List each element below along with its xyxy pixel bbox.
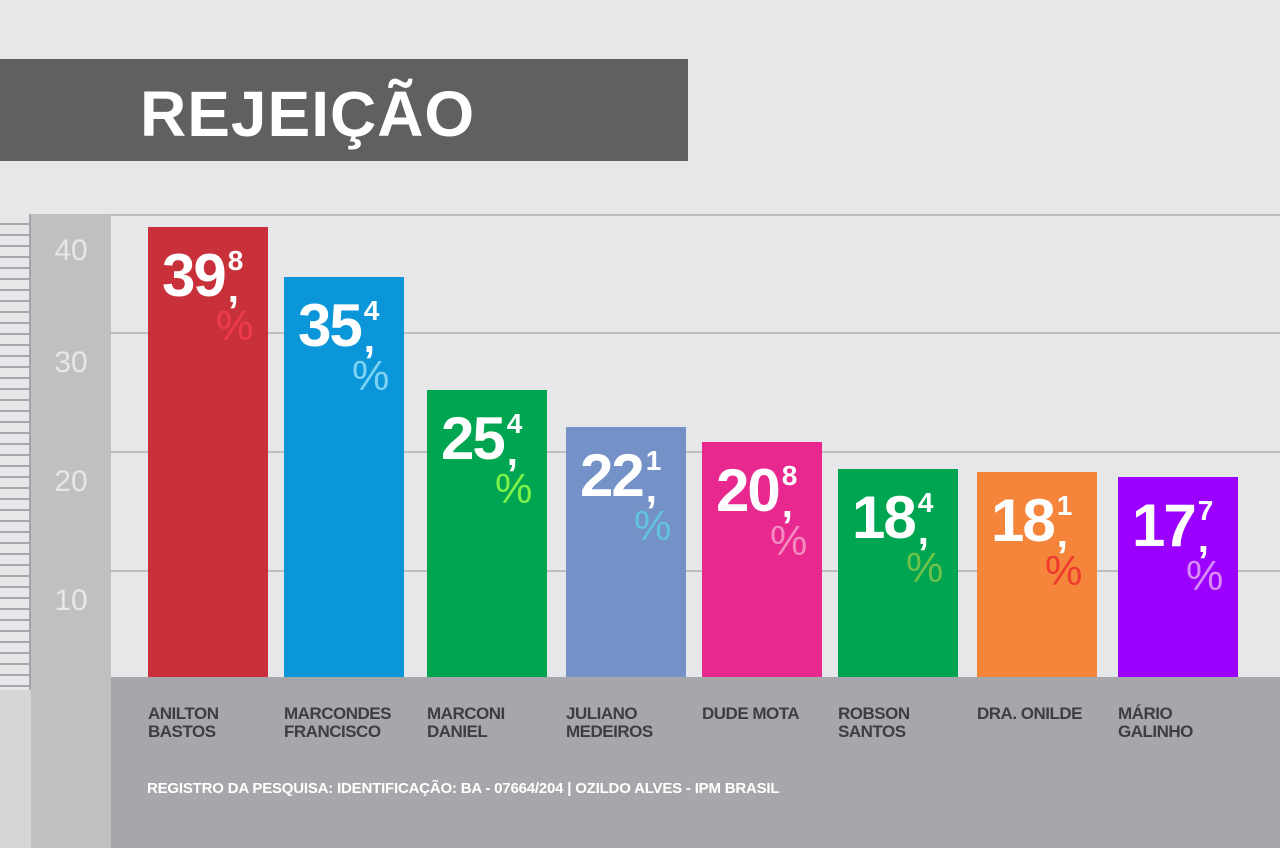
data-label-decimal: 8 — [781, 459, 798, 491]
data-label-decimal: 4 — [506, 407, 523, 439]
category-label-line: BASTOS — [148, 722, 216, 741]
data-label-int: 18 — [991, 487, 1056, 555]
data-label-comma: , — [917, 509, 929, 554]
category-label: DUDE MOTA — [702, 705, 832, 723]
title-banner: REJEIÇÃO — [0, 59, 688, 161]
data-label-int: 18 — [852, 484, 917, 552]
data-label: 18 1,% — [991, 487, 1083, 595]
data-label-percent: % — [1045, 547, 1083, 595]
bar: 22 1,% — [566, 427, 686, 677]
category-label: ANILTON BASTOS — [148, 705, 278, 741]
data-label: 39 8,% — [162, 242, 254, 350]
gridline — [111, 332, 1280, 334]
category-label: DRA. ONILDE — [977, 705, 1107, 723]
data-label-comma: , — [506, 429, 518, 474]
bar: 18 1,% — [977, 472, 1097, 677]
plot-area — [111, 214, 1280, 677]
category-label-line: DUDE MOTA — [702, 704, 800, 723]
data-label: 35 4,% — [298, 291, 390, 399]
data-label-percent: % — [1186, 552, 1224, 599]
data-label: 25 4,% — [441, 404, 533, 512]
category-label: MÁRIO GALINHO — [1118, 705, 1248, 741]
data-label: 22 1,% — [580, 442, 672, 550]
category-label: ROBSON SANTOS — [838, 705, 968, 741]
y-tick-label: 30 — [54, 346, 88, 379]
data-label-decimal: 7 — [1197, 495, 1214, 526]
y-tick-label: 40 — [54, 234, 88, 267]
data-label-comma: , — [227, 267, 239, 312]
gridline — [111, 570, 1280, 572]
data-label-percent: % — [906, 544, 944, 592]
data-label: 17 7,% — [1132, 492, 1224, 599]
category-label-line: MARCONDES — [284, 704, 391, 723]
bar: 20 8,% — [702, 441, 822, 677]
data-label-int: 17 — [1132, 492, 1197, 559]
category-label-line: SANTOS — [838, 722, 906, 741]
category-label: JULIANO MEDEIROS — [566, 705, 696, 741]
chart-title: REJEIÇÃO — [140, 78, 476, 150]
data-label-int: 35 — [298, 291, 363, 359]
bar: 17 7,% — [1118, 477, 1238, 677]
data-label-comma: , — [363, 316, 375, 361]
data-label-percent: % — [495, 464, 533, 512]
data-label-int: 25 — [441, 404, 506, 472]
category-label-line: DRA. ONILDE — [977, 704, 1083, 723]
data-label-decimal: 4 — [917, 487, 934, 519]
data-label-decimal: 4 — [363, 294, 380, 326]
data-label-decimal: 1 — [645, 445, 662, 477]
bar: 18 4,% — [838, 469, 958, 677]
data-label-comma: , — [1197, 517, 1209, 561]
data-label-percent: % — [770, 516, 808, 564]
category-label-line: ANILTON — [148, 704, 219, 723]
category-label-line: FRANCISCO — [284, 722, 381, 741]
data-label-decimal: 1 — [1056, 490, 1073, 522]
bar: 35 4,% — [284, 276, 404, 677]
data-label-int: 20 — [716, 456, 781, 524]
category-label-line: MÁRIO — [1118, 704, 1173, 723]
data-label-int: 22 — [580, 442, 645, 510]
data-label-percent: % — [352, 351, 390, 399]
data-label-comma: , — [1056, 512, 1068, 557]
gridline — [111, 451, 1280, 453]
bar: 39 8,% — [148, 227, 268, 677]
data-label-comma: , — [645, 467, 657, 512]
data-label-decimal: 8 — [227, 245, 244, 277]
decorative-ruler — [0, 214, 31, 690]
category-label-line: GALINHO — [1118, 722, 1193, 741]
y-tick-label: 10 — [54, 584, 88, 617]
decorative-ruler-base — [0, 690, 31, 848]
data-label-percent: % — [216, 302, 254, 350]
data-label: 18 4,% — [852, 484, 944, 592]
data-label-comma: , — [781, 481, 793, 526]
data-label: 20 8,% — [716, 456, 808, 564]
category-band — [111, 677, 1280, 848]
category-label-line: MEDEIROS — [566, 722, 653, 741]
category-label-line: DANIEL — [427, 722, 488, 741]
category-label-line: MARCONI — [427, 704, 505, 723]
category-label: MARCONI DANIEL — [427, 705, 557, 741]
bar: 25 4,% — [427, 389, 547, 677]
category-label: MARCONDES FRANCISCO — [284, 705, 414, 741]
data-label-percent: % — [634, 502, 672, 550]
y-tick-label: 20 — [54, 465, 88, 498]
category-label-line: JULIANO — [566, 704, 638, 723]
y-axis-column — [31, 214, 111, 848]
survey-registration-footer: REGISTRO DA PESQUISA: IDENTIFICAÇÃO: BA … — [147, 780, 780, 797]
data-label-int: 39 — [162, 242, 227, 310]
category-label-line: ROBSON — [838, 704, 910, 723]
